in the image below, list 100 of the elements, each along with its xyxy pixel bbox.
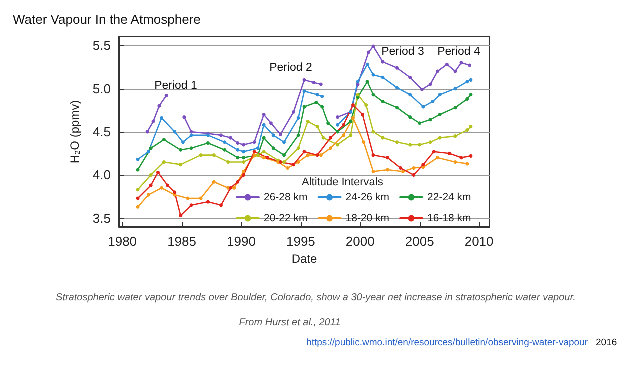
point [266, 156, 270, 160]
line-series [136, 80, 473, 172]
point [316, 125, 320, 129]
point [232, 186, 236, 190]
point [372, 170, 376, 174]
point [136, 205, 140, 209]
point [316, 93, 320, 97]
point [438, 112, 442, 116]
point [242, 173, 246, 177]
point [146, 193, 150, 197]
text: https://public.wmo.int/en/resources/bulletin/observing-water-vapour [306, 338, 588, 348]
point [252, 140, 256, 144]
x-tick-label: 2000 [346, 234, 375, 249]
point [428, 118, 432, 122]
point [418, 122, 422, 126]
legend-label: 16-18 km [428, 212, 472, 224]
text: From Hurst et al., 2011 [239, 318, 341, 328]
point [223, 148, 227, 152]
point [262, 112, 266, 116]
point [292, 110, 296, 114]
point [173, 190, 177, 194]
point [312, 81, 316, 85]
point [408, 143, 412, 147]
point [306, 154, 310, 158]
point [278, 132, 282, 136]
point [316, 154, 320, 158]
chart-title: Water Vapour In the Atmosphere [13, 12, 201, 27]
point [296, 160, 300, 164]
x-tick-label: 2010 [464, 234, 494, 249]
point [296, 116, 300, 120]
point [445, 62, 449, 66]
point [460, 156, 464, 160]
legend-label: 24-26 km [346, 192, 390, 204]
point [282, 154, 286, 158]
point [381, 76, 385, 80]
annotation: Period 2 [270, 62, 312, 74]
point [428, 140, 432, 144]
point [431, 100, 435, 104]
point [182, 116, 186, 120]
point [179, 214, 183, 218]
point [206, 200, 210, 204]
point [190, 146, 194, 150]
point [422, 163, 426, 167]
point [336, 143, 340, 147]
text: Stratospheric water vapour trends over Boulder, Colorado, show a 30-year net increase in stratospheric water vapour. [56, 292, 576, 304]
point [319, 154, 323, 158]
point [454, 87, 458, 91]
point [179, 163, 183, 167]
point [466, 97, 470, 101]
point [296, 146, 300, 150]
point [366, 50, 370, 54]
x-tick-label: 1985 [168, 234, 196, 249]
point [466, 162, 470, 166]
x-axis-title: Date [292, 252, 318, 266]
point [173, 130, 177, 134]
point [152, 120, 156, 124]
point [372, 154, 376, 158]
legend-label: 18-20 km [346, 212, 390, 224]
legend-label: 22-24 km [428, 192, 472, 204]
point [408, 76, 412, 80]
annotation: Period 4 [438, 46, 482, 58]
point [229, 136, 233, 140]
point [256, 146, 260, 150]
point [242, 170, 246, 174]
point [469, 125, 473, 129]
point [272, 134, 276, 138]
point [396, 66, 399, 70]
point [236, 180, 240, 184]
line-series [136, 93, 473, 192]
point [408, 93, 412, 97]
point [366, 62, 370, 66]
point [468, 64, 472, 68]
point [361, 112, 365, 116]
point [396, 106, 399, 110]
y-tick-label: 4.5 [92, 124, 111, 140]
point [336, 116, 340, 120]
point [436, 70, 440, 74]
point [422, 105, 426, 109]
point [166, 184, 170, 188]
point [149, 184, 153, 188]
point [146, 150, 150, 154]
point [179, 148, 183, 152]
point [352, 116, 356, 120]
point [326, 122, 330, 126]
point [220, 204, 224, 208]
point [156, 170, 160, 174]
point [372, 93, 376, 97]
point [149, 173, 153, 177]
point [420, 88, 424, 92]
point [399, 166, 403, 170]
point [236, 148, 240, 152]
legend-label: 20-22 km [264, 212, 308, 224]
point [282, 140, 286, 144]
point [242, 143, 246, 147]
point [242, 160, 246, 164]
point [342, 134, 346, 138]
x-tick-label: 1990 [227, 234, 256, 249]
point [396, 140, 399, 144]
point [454, 160, 458, 164]
point [302, 78, 306, 82]
